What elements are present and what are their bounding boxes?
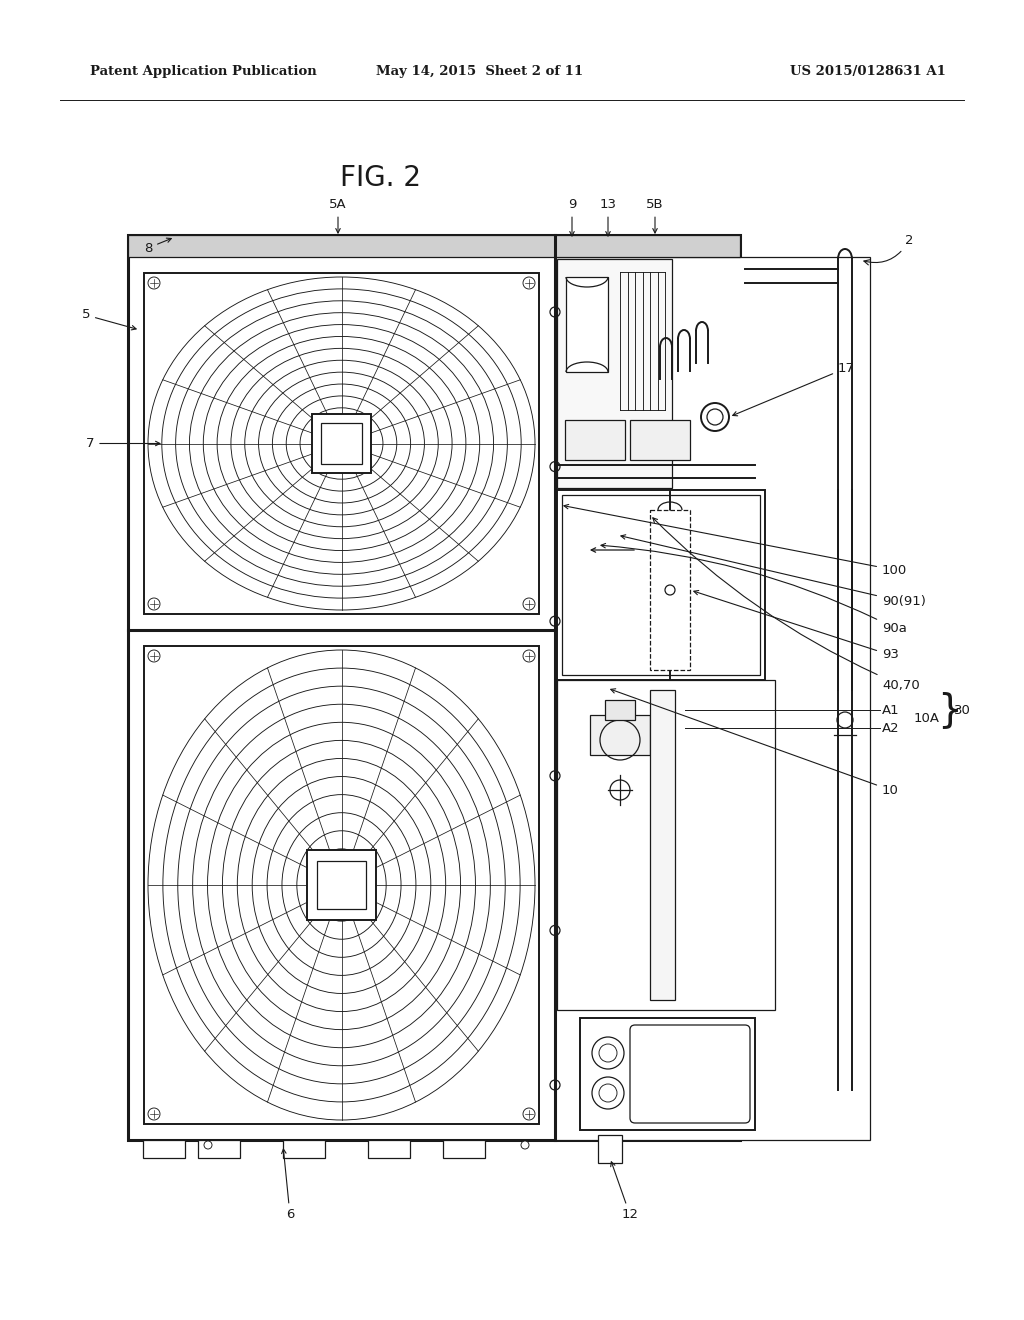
Text: 5B: 5B <box>646 198 664 232</box>
Bar <box>128 235 740 1140</box>
Text: 90a: 90a <box>601 544 907 635</box>
Text: 2: 2 <box>864 234 913 265</box>
Text: 40,70: 40,70 <box>653 517 920 692</box>
Bar <box>605 700 635 719</box>
Bar <box>630 420 690 459</box>
Text: 10: 10 <box>610 689 899 796</box>
Bar <box>311 413 372 474</box>
Bar <box>128 235 740 257</box>
Bar <box>557 680 775 1010</box>
Text: 13: 13 <box>599 198 616 236</box>
Circle shape <box>521 1140 529 1148</box>
Text: FIG. 2: FIG. 2 <box>340 164 421 191</box>
Text: 8: 8 <box>143 238 171 255</box>
Text: May 14, 2015  Sheet 2 of 11: May 14, 2015 Sheet 2 of 11 <box>377 66 584 78</box>
Text: 7: 7 <box>86 437 160 450</box>
Bar <box>144 645 539 1125</box>
Bar <box>144 273 539 614</box>
Text: 100: 100 <box>564 504 907 577</box>
Bar <box>306 850 377 920</box>
Bar <box>650 510 690 671</box>
FancyBboxPatch shape <box>630 1026 750 1123</box>
Bar <box>368 1140 410 1158</box>
Text: }: } <box>937 690 962 729</box>
Text: 30: 30 <box>954 704 971 717</box>
Text: 17: 17 <box>733 362 855 416</box>
Text: 90(91): 90(91) <box>621 535 926 609</box>
Text: 9: 9 <box>568 198 577 236</box>
Text: 12: 12 <box>610 1162 639 1221</box>
Bar <box>562 495 760 675</box>
Bar <box>557 259 672 488</box>
Text: 6: 6 <box>282 1148 294 1221</box>
Bar <box>598 1135 622 1163</box>
Bar <box>283 1140 325 1158</box>
Bar <box>566 277 608 372</box>
Bar <box>580 1018 755 1130</box>
Text: US 2015/0128631 A1: US 2015/0128631 A1 <box>790 66 946 78</box>
Bar <box>198 1140 240 1158</box>
Text: 5: 5 <box>82 309 136 330</box>
Bar <box>443 1140 485 1158</box>
Bar <box>555 257 870 1140</box>
Circle shape <box>204 1140 212 1148</box>
Bar <box>590 715 650 755</box>
Bar <box>317 861 366 909</box>
Text: Patent Application Publication: Patent Application Publication <box>90 66 316 78</box>
Text: A2: A2 <box>882 722 900 734</box>
Bar <box>557 490 765 680</box>
Bar <box>565 420 625 459</box>
Bar <box>321 422 362 465</box>
Text: 10A: 10A <box>914 713 940 726</box>
Text: 93: 93 <box>694 590 899 661</box>
Text: A1: A1 <box>882 704 900 717</box>
Bar <box>143 1140 185 1158</box>
Bar <box>650 690 675 1001</box>
Text: 5A: 5A <box>329 198 347 232</box>
